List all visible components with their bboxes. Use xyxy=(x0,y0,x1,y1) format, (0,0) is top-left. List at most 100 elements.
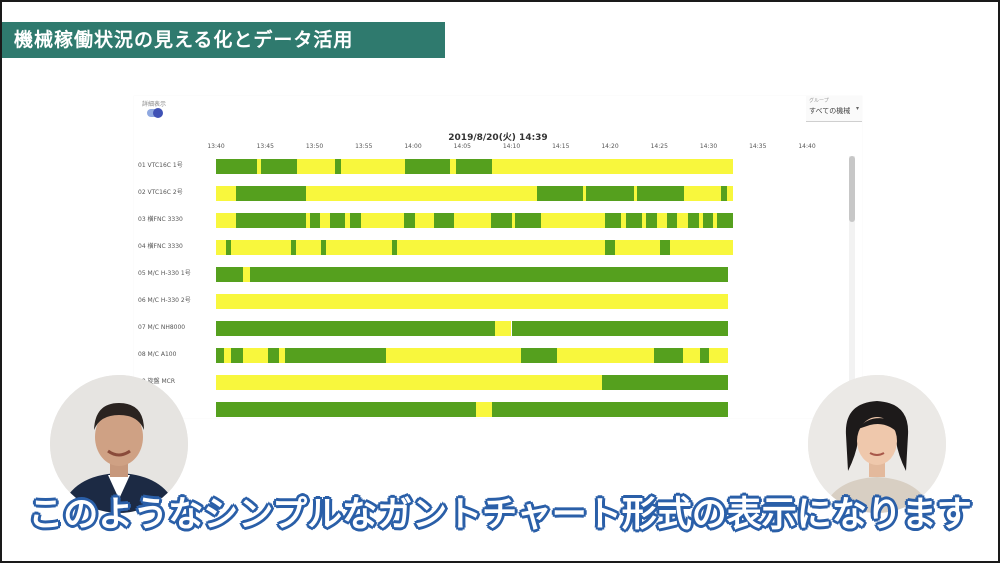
gantt-bar-idle[interactable] xyxy=(683,186,722,201)
gantt-bar-running[interactable] xyxy=(230,348,243,363)
gantt-bar-idle[interactable] xyxy=(414,213,434,228)
gantt-bar-running[interactable] xyxy=(216,159,258,174)
gantt-bar-idle[interactable] xyxy=(326,240,393,255)
gantt-bar-idle[interactable] xyxy=(242,267,251,282)
gantt-bar-running[interactable] xyxy=(511,321,729,336)
gantt-bar-running[interactable] xyxy=(667,213,677,228)
gantt-bar-running[interactable] xyxy=(490,213,513,228)
gantt-bar-idle[interactable] xyxy=(476,402,492,417)
gantt-bar-running[interactable] xyxy=(321,240,327,255)
gantt-bar-running[interactable] xyxy=(216,402,477,417)
machine-label: 06 M/C H-330 2号 xyxy=(138,297,191,304)
scrollbar-track[interactable] xyxy=(849,156,855,418)
gantt-bar-running[interactable] xyxy=(521,348,557,363)
gantt-bar-running[interactable] xyxy=(216,321,495,336)
gantt-bar-idle[interactable] xyxy=(676,213,688,228)
gantt-bar-running[interactable] xyxy=(433,213,455,228)
group-select[interactable]: グループ すべての機械 ▾ xyxy=(806,96,862,122)
gantt-bar-idle[interactable] xyxy=(386,348,522,363)
gantt-bar-idle[interactable] xyxy=(216,240,226,255)
gantt-bar-idle[interactable] xyxy=(657,213,668,228)
gantt-bar-running[interactable] xyxy=(235,186,306,201)
gantt-bar-idle[interactable] xyxy=(641,213,647,228)
gantt-bar-running[interactable] xyxy=(687,213,699,228)
gantt-bar-running[interactable] xyxy=(456,159,492,174)
gantt-bar-running[interactable] xyxy=(404,213,415,228)
gantt-bar-idle[interactable] xyxy=(556,348,655,363)
gantt-bar-running[interactable] xyxy=(268,348,280,363)
gantt-bar-idle[interactable] xyxy=(614,240,661,255)
gantt-bar-idle[interactable] xyxy=(320,213,331,228)
gantt-bar-idle[interactable] xyxy=(450,159,457,174)
gantt-bar-idle[interactable] xyxy=(216,375,603,390)
gantt-bar-running[interactable] xyxy=(392,240,398,255)
time-tick-label: 14:00 xyxy=(404,143,422,150)
gantt-bar-idle[interactable] xyxy=(242,348,269,363)
gantt-bar-running[interactable] xyxy=(216,267,243,282)
gantt-bar-idle[interactable] xyxy=(491,159,734,174)
gantt-bar-idle[interactable] xyxy=(279,348,285,363)
gantt-bar-idle[interactable] xyxy=(216,186,236,201)
gantt-bar-idle[interactable] xyxy=(216,213,236,228)
gantt-bar-running[interactable] xyxy=(605,240,615,255)
gantt-bar-running[interactable] xyxy=(699,348,710,363)
gantt-bar-idle[interactable] xyxy=(296,159,336,174)
gantt-bar-running[interactable] xyxy=(261,159,297,174)
gantt-bar-idle[interactable] xyxy=(727,186,734,201)
gantt-bar-running[interactable] xyxy=(405,159,451,174)
time-tick-label: 14:35 xyxy=(749,143,767,150)
gantt-bar-idle[interactable] xyxy=(341,159,406,174)
gantt-bar-running[interactable] xyxy=(491,402,729,417)
machine-label: 07 M/C NH8000 xyxy=(138,324,186,331)
gantt-bar-running[interactable] xyxy=(646,213,658,228)
gantt-bar-idle[interactable] xyxy=(257,159,262,174)
gantt-bar-running[interactable] xyxy=(602,375,729,390)
gantt-bar-idle[interactable] xyxy=(709,348,729,363)
detail-toggle[interactable] xyxy=(147,108,163,118)
gantt-bar-idle[interactable] xyxy=(494,321,512,336)
gantt-bar-idle[interactable] xyxy=(670,240,734,255)
gantt-bar-running[interactable] xyxy=(290,240,296,255)
gantt-bar-idle[interactable] xyxy=(295,240,322,255)
gantt-bar-idle[interactable] xyxy=(305,186,538,201)
gantt-bar-idle[interactable] xyxy=(620,213,626,228)
gantt-bar-running[interactable] xyxy=(717,213,734,228)
machine-label: 02 VTC16C 2号 xyxy=(138,189,183,196)
gantt-bar-running[interactable] xyxy=(625,213,642,228)
gantt-bar-running[interactable] xyxy=(660,240,671,255)
gantt-bar-idle[interactable] xyxy=(223,348,231,363)
gantt-bar-idle[interactable] xyxy=(305,213,310,228)
gantt-bar-running[interactable] xyxy=(586,186,634,201)
gantt-bar-idle[interactable] xyxy=(512,213,516,228)
gantt-bar-running[interactable] xyxy=(537,186,584,201)
gantt-bar-running[interactable] xyxy=(636,186,684,201)
gantt-bar-idle[interactable] xyxy=(583,186,587,201)
gantt-bar-idle[interactable] xyxy=(541,213,606,228)
gantt-bar-idle[interactable] xyxy=(230,240,291,255)
gantt-bar-idle[interactable] xyxy=(216,294,729,309)
gantt-bar-running[interactable] xyxy=(250,267,729,282)
gantt-bar-running[interactable] xyxy=(309,213,321,228)
gantt-bar-running[interactable] xyxy=(330,213,346,228)
gantt-bar-running[interactable] xyxy=(225,240,231,255)
gantt-bar-running[interactable] xyxy=(349,213,361,228)
scrollbar-thumb[interactable] xyxy=(849,156,855,222)
gantt-bar-idle[interactable] xyxy=(454,213,491,228)
group-select-label: グループ xyxy=(809,98,829,104)
gantt-bar-running[interactable] xyxy=(284,348,387,363)
gantt-bar-running[interactable] xyxy=(235,213,306,228)
gantt-bar-idle[interactable] xyxy=(698,213,703,228)
gantt-bar-idle[interactable] xyxy=(360,213,405,228)
gantt-bar-idle[interactable] xyxy=(633,186,637,201)
gantt-bar-running[interactable] xyxy=(654,348,683,363)
gantt-bar-running[interactable] xyxy=(335,159,342,174)
gantt-bar-running[interactable] xyxy=(721,186,728,201)
gantt-bar-idle[interactable] xyxy=(345,213,350,228)
gantt-bar-idle[interactable] xyxy=(682,348,700,363)
gantt-bar-idle[interactable] xyxy=(713,213,718,228)
gantt-bar-running[interactable] xyxy=(216,348,224,363)
gantt-bar-running[interactable] xyxy=(702,213,714,228)
gantt-bar-running[interactable] xyxy=(605,213,621,228)
gantt-bar-running[interactable] xyxy=(515,213,542,228)
gantt-bar-idle[interactable] xyxy=(397,240,606,255)
